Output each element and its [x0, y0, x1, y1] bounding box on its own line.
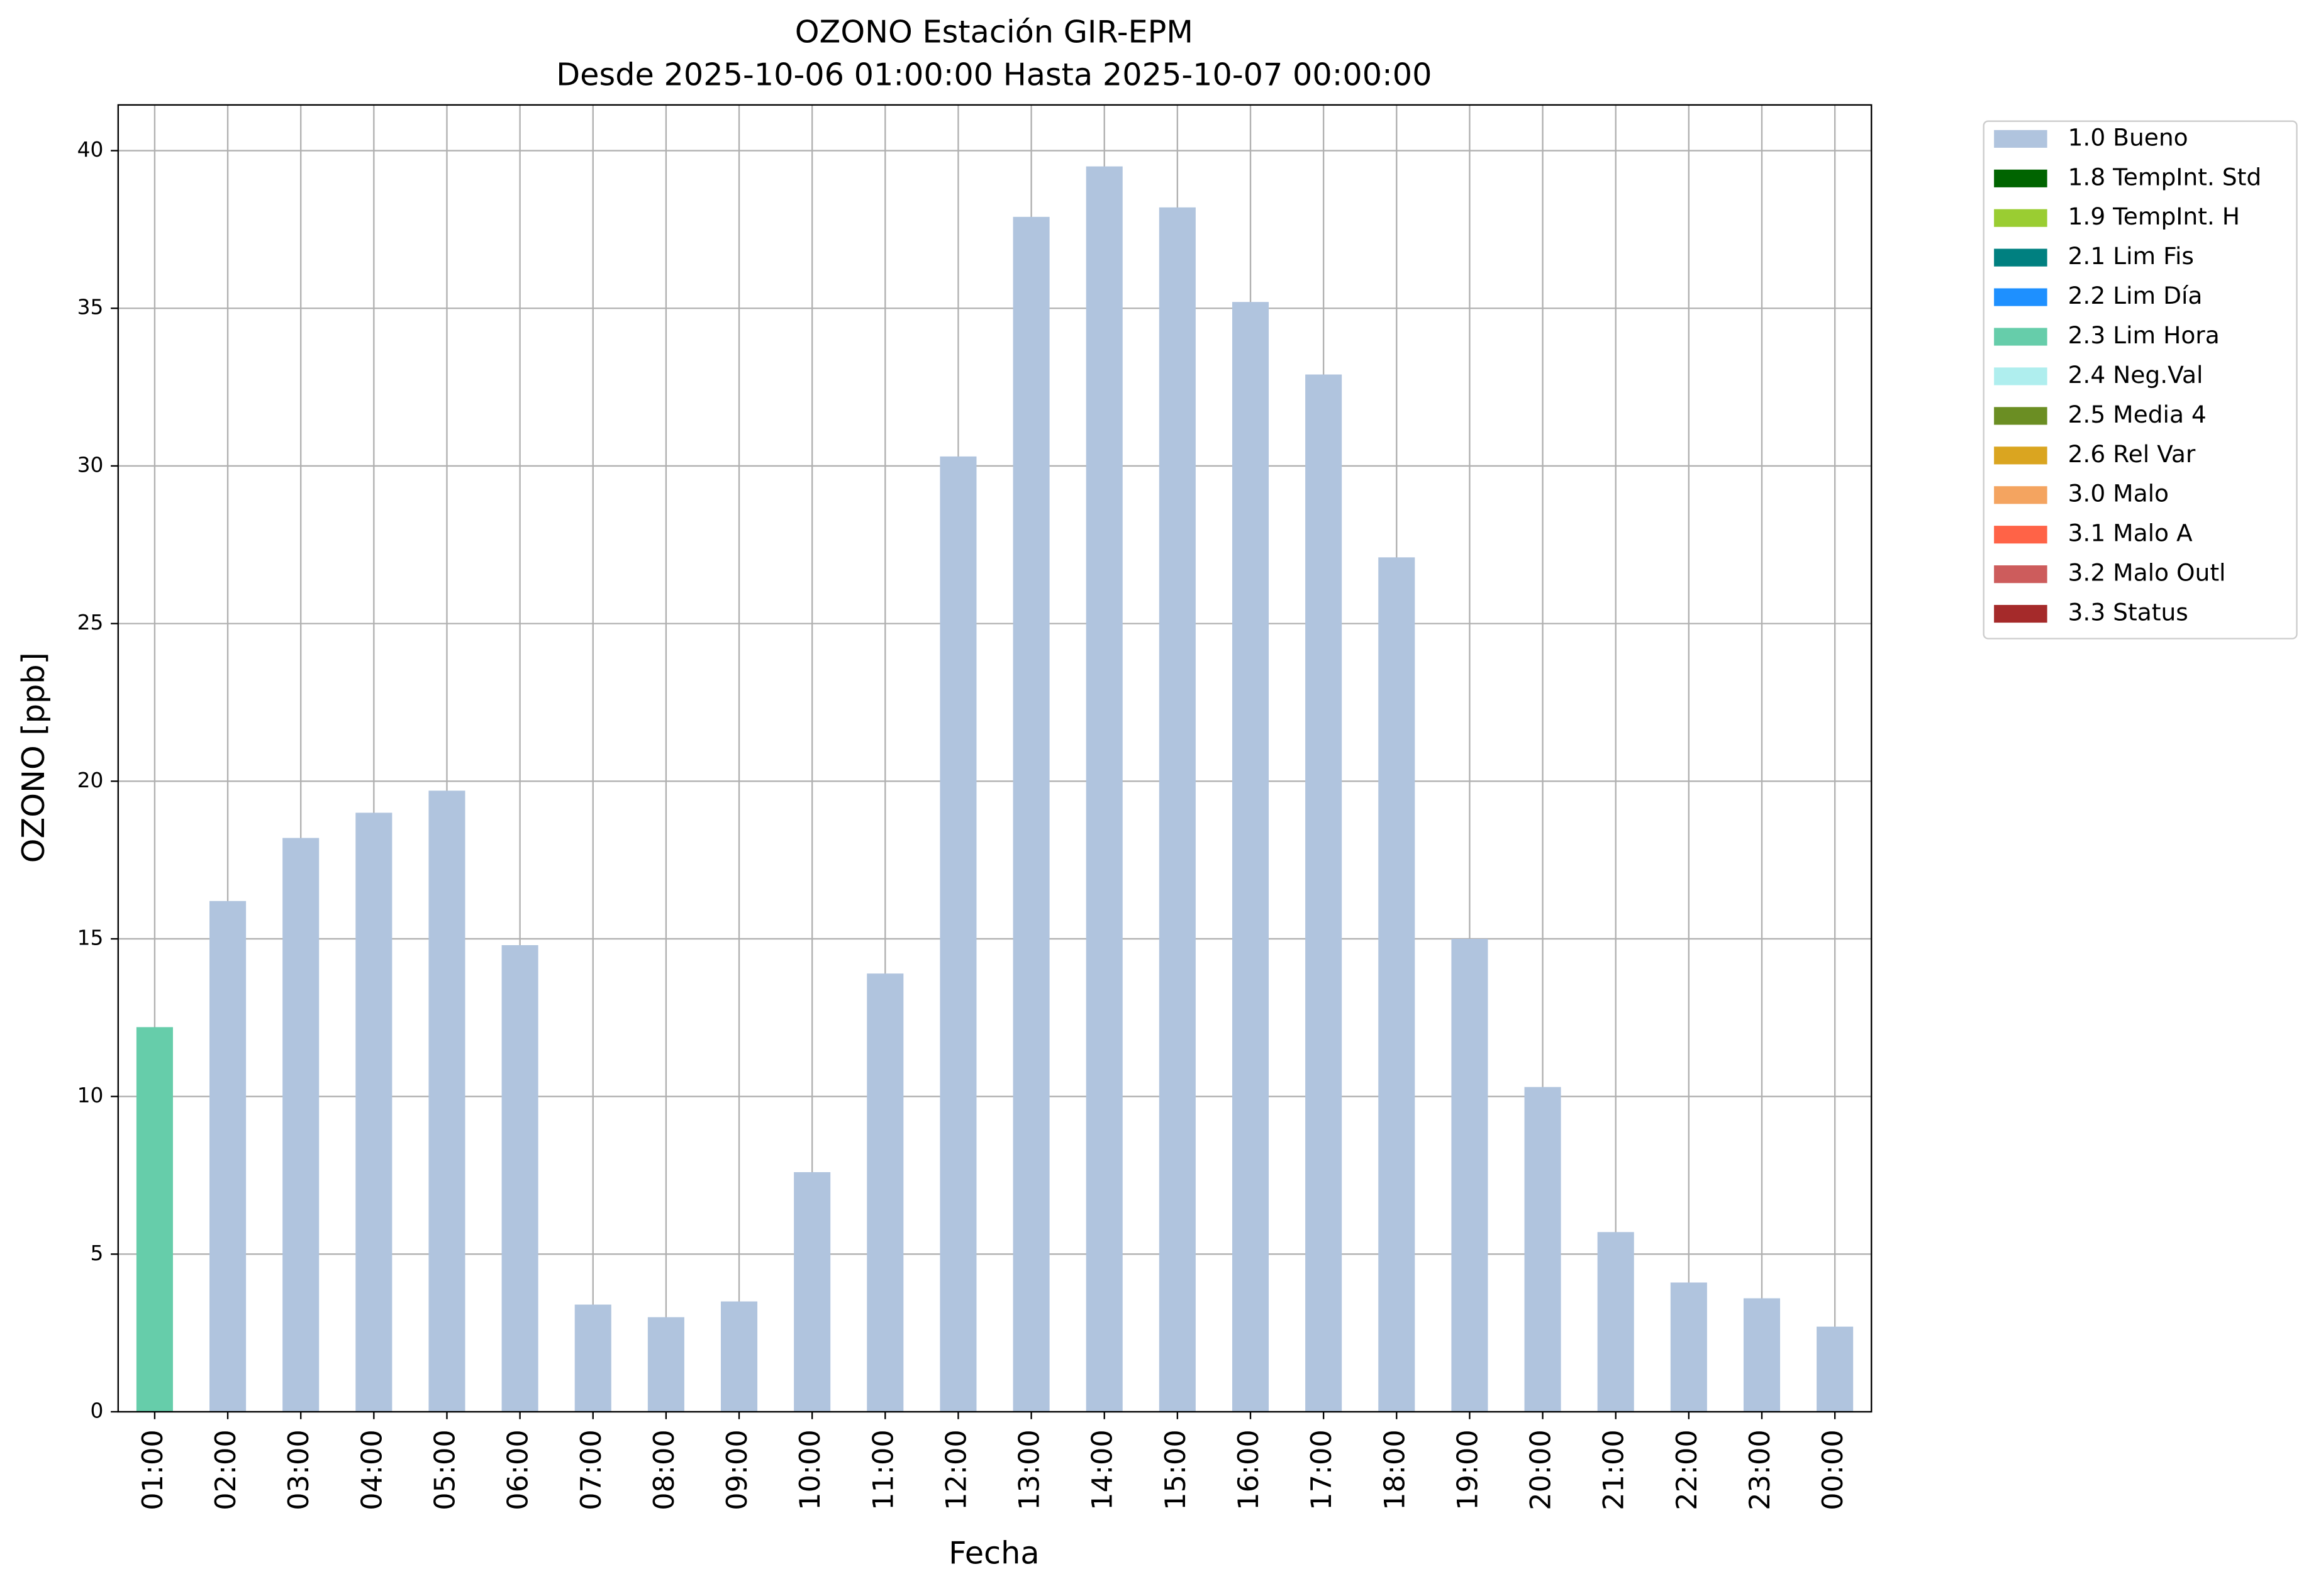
x-tick-label: 10:00 — [794, 1429, 827, 1510]
legend-swatch — [1994, 288, 2047, 306]
x-tick-label: 22:00 — [1671, 1429, 1703, 1510]
legend-swatch — [1994, 486, 2047, 504]
x-tick-label: 03:00 — [282, 1429, 315, 1510]
legend-swatch — [1994, 130, 2047, 148]
x-tick-label: 14:00 — [1086, 1429, 1119, 1510]
bar — [1378, 557, 1415, 1412]
bar — [1013, 216, 1050, 1412]
legend-box — [1983, 120, 2298, 640]
plot-frame — [117, 104, 1873, 1413]
bar — [428, 790, 465, 1412]
x-tick-label: 21:00 — [1598, 1429, 1630, 1510]
x-tick-label: 05:00 — [428, 1429, 461, 1510]
x-tick-label: 01:00 — [136, 1429, 169, 1510]
x-tick-label: 17:00 — [1305, 1429, 1338, 1510]
bar — [209, 901, 247, 1412]
legend-swatch — [1994, 248, 2047, 267]
legend-swatch — [1994, 328, 2047, 346]
legend-label: 3.1 Malo A — [2068, 519, 2193, 547]
y-tick-label: 20 — [77, 768, 104, 792]
y-tick-label: 35 — [77, 295, 104, 319]
x-tick-label: 12:00 — [940, 1429, 972, 1510]
legend-swatch — [1994, 407, 2047, 425]
bar — [282, 838, 320, 1412]
bar — [1743, 1298, 1781, 1412]
x-tick-label: 13:00 — [1013, 1429, 1046, 1510]
y-tick-label: 5 — [90, 1241, 103, 1265]
x-tick-label: 20:00 — [1525, 1429, 1557, 1510]
bar — [574, 1304, 611, 1412]
x-tick-label: 06:00 — [502, 1429, 535, 1510]
bar — [1597, 1232, 1634, 1412]
legend-label: 1.0 Bueno — [2068, 123, 2188, 151]
bar — [867, 973, 904, 1412]
bar — [1451, 938, 1488, 1412]
y-tick-label: 40 — [77, 137, 104, 162]
x-axis-label: Fecha — [949, 1534, 1040, 1571]
legend-swatch — [1994, 565, 2047, 584]
bar — [136, 1027, 173, 1412]
bar — [1232, 302, 1269, 1412]
x-tick-label: 08:00 — [648, 1429, 681, 1510]
bar — [1086, 166, 1123, 1412]
legend-label: 2.3 Lim Hora — [2068, 321, 2220, 349]
chart-title: OZONO Estación GIR-EPM — [795, 14, 1193, 50]
bar — [794, 1172, 831, 1412]
y-tick-label: 15 — [77, 925, 104, 950]
bar — [501, 945, 538, 1412]
legend-label: 2.1 Lim Fis — [2068, 242, 2194, 270]
x-tick-label: 09:00 — [721, 1429, 754, 1510]
legend-label: 2.6 Rel Var — [2068, 440, 2196, 468]
y-axis-label: OZONO [ppb] — [15, 652, 52, 863]
bar — [1670, 1282, 1707, 1412]
legend-swatch — [1994, 209, 2047, 227]
x-tick-label: 15:00 — [1159, 1429, 1192, 1510]
legend-swatch — [1994, 604, 2047, 623]
legend-swatch — [1994, 367, 2047, 385]
bar — [721, 1301, 758, 1412]
legend-label: 2.5 Media 4 — [2068, 401, 2207, 428]
legend-label: 2.4 Neg.Val — [2068, 361, 2203, 389]
bar — [1305, 374, 1342, 1412]
x-tick-label: 23:00 — [1744, 1429, 1776, 1510]
legend-label: 3.2 Malo Outl — [2068, 559, 2226, 587]
y-tick-label: 10 — [77, 1083, 104, 1107]
bar — [355, 812, 392, 1412]
chart-subtitle: Desde 2025-10-06 01:00:00 Hasta 2025-10-… — [556, 57, 1432, 93]
y-tick-label: 30 — [77, 452, 104, 477]
y-tick-label: 0 — [90, 1399, 103, 1423]
x-tick-label: 19:00 — [1451, 1429, 1484, 1510]
legend-label: 2.2 Lim Día — [2068, 282, 2203, 309]
x-tick-label: 16:00 — [1232, 1429, 1265, 1510]
bar — [647, 1317, 684, 1412]
bar — [1524, 1087, 1561, 1412]
bar — [1817, 1326, 1854, 1412]
x-tick-label: 04:00 — [355, 1429, 388, 1510]
bar — [940, 456, 977, 1412]
x-tick-label: 07:00 — [575, 1429, 608, 1510]
legend-label: 1.9 TempInt. H — [2068, 202, 2241, 230]
bar — [1159, 207, 1196, 1412]
x-tick-label: 02:00 — [209, 1429, 242, 1510]
x-tick-label: 18:00 — [1378, 1429, 1411, 1510]
legend-swatch — [1994, 446, 2047, 465]
legend-label: 1.8 TempInt. Std — [2068, 163, 2262, 191]
y-tick-label: 25 — [77, 610, 104, 635]
x-tick-label: 11:00 — [867, 1429, 899, 1510]
legend-swatch — [1994, 526, 2047, 544]
legend-label: 3.0 Malo — [2068, 480, 2169, 507]
legend-swatch — [1994, 169, 2047, 187]
legend-label: 3.3 Status — [2068, 599, 2188, 626]
x-tick-label: 00:00 — [1817, 1429, 1849, 1510]
